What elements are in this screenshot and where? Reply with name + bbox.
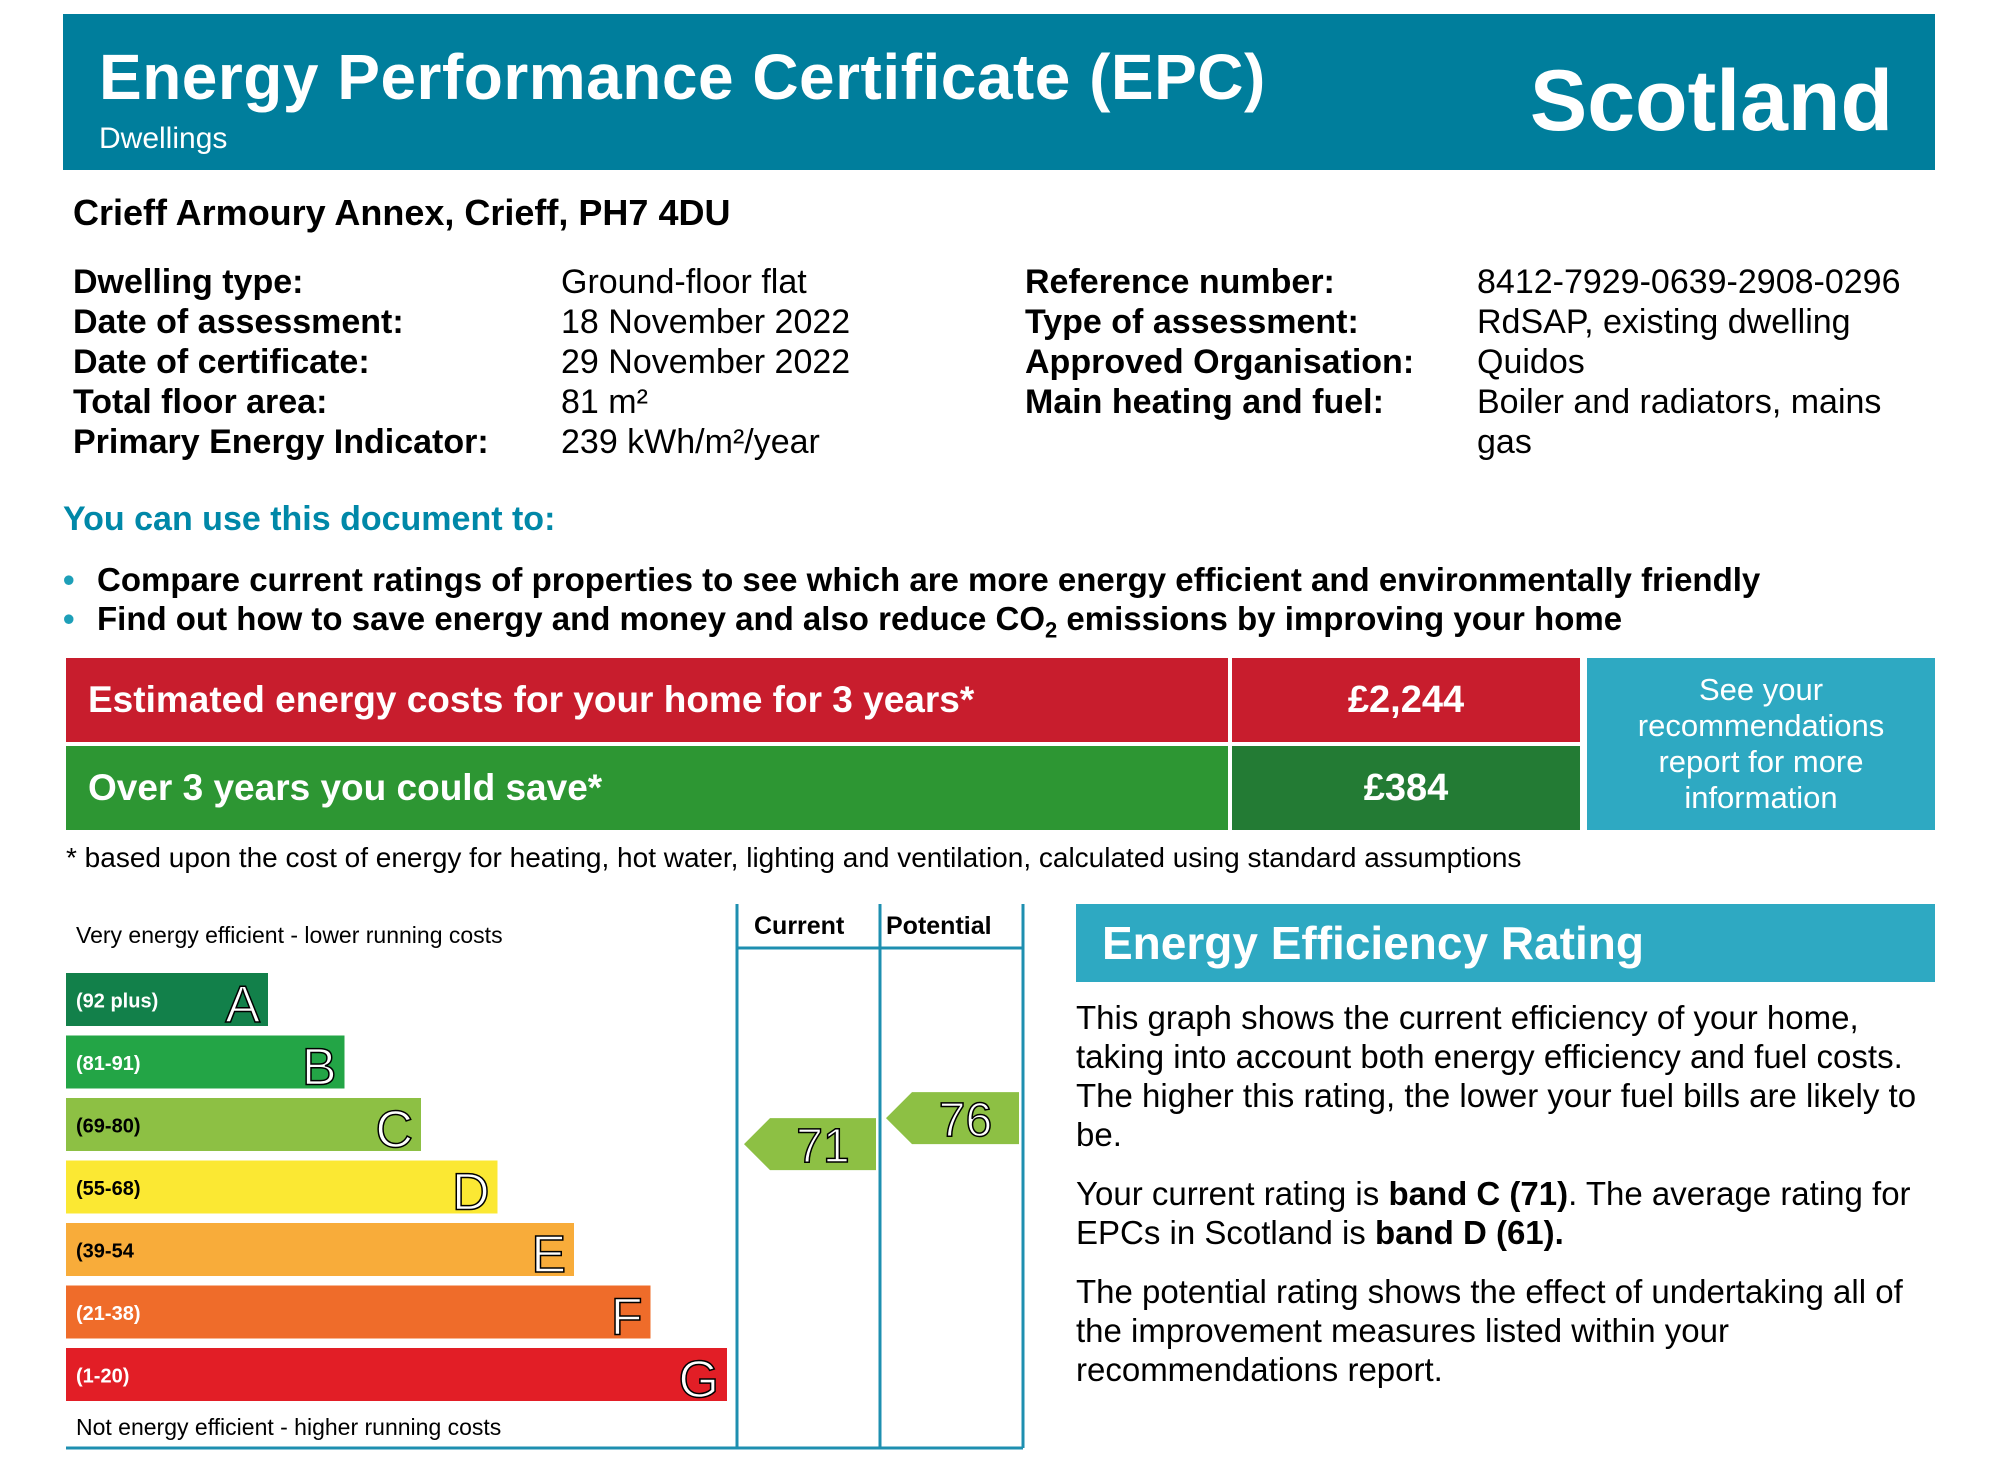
property-address: Crieff Armoury Annex, Crieff, PH7 4DU (73, 192, 731, 233)
detail-label: Dwelling type: (73, 263, 304, 301)
rating-explanation: This graph shows the current efficiency … (1076, 998, 1936, 1409)
detail-label: Total floor area: (73, 383, 328, 421)
band-letter: E (531, 1226, 566, 1284)
band-bar-e (66, 1223, 574, 1276)
band-bar-b (66, 1035, 345, 1089)
detail-row: Type of assessment: RdSAP, existing dwell… (1025, 302, 1937, 342)
header-banner: Energy Performance Certificate (EPC) Dwe… (63, 14, 1935, 170)
potential-rating-arrow (886, 1092, 1019, 1145)
rating-paragraph: The potential rating shows the effect of… (1076, 1273, 1903, 1388)
band-letter: B (302, 1039, 337, 1097)
detail-value: 81 m² (561, 383, 648, 421)
bullet-text-part: emissions by improving your home (1057, 600, 1623, 637)
band-range-label: (55-68) (76, 1178, 140, 1200)
detail-label: Approved Organisation: (1025, 343, 1415, 381)
detail-row: Date of certificate: 29 November 2022 (73, 342, 850, 382)
detail-row: Reference number: 8412-7929-0639-2908-029… (1025, 262, 1937, 302)
detail-label: Reference number: (1025, 263, 1335, 301)
current-rating-score: 71 (796, 1120, 849, 1173)
detail-value: 29 November 2022 (561, 343, 851, 381)
detail-row: Date of assessment: 18 November 2022 (73, 302, 850, 342)
detail-label: Main heating and fuel: (1025, 383, 1384, 421)
detail-label: Date of assessment: (73, 303, 404, 341)
band-bar-c (66, 1098, 421, 1151)
page-title: Energy Performance Certificate (EPC) (99, 41, 1266, 113)
detail-label: Primary Energy Indicator: (73, 423, 489, 461)
band-range-label: (1-20) (76, 1366, 129, 1388)
band-range-label: (21-38) (76, 1303, 140, 1325)
estimated-costs-value: £2,244 (1232, 658, 1580, 742)
estimated-costs-row: Estimated energy costs for your home for… (66, 658, 1580, 742)
average-band-text: band D (61). (1374, 1214, 1564, 1251)
band-range-label: (39-54 (76, 1241, 135, 1263)
band-bar-g (66, 1348, 727, 1401)
bullet-item: • Find out how to save energy and money a… (63, 599, 1760, 650)
bullet-text: Compare current ratings of properties to… (97, 561, 1761, 598)
detail-value: Quidos (1477, 343, 1585, 381)
detail-row: Dwelling type: Ground-floor flat (73, 262, 850, 302)
band-letter: F (611, 1289, 643, 1347)
detail-value: 239 kWh/m²/year (561, 423, 820, 461)
rating-paragraph: This graph shows the current efficiency … (1076, 999, 1917, 1153)
band-bar-f (66, 1285, 651, 1339)
band-range-label: (81-91) (76, 1053, 140, 1075)
detail-label: Type of assessment: (1025, 303, 1359, 341)
savings-value: £384 (1232, 746, 1580, 830)
rating-paragraph: Your current rating is band C (71). The … (1076, 1174, 1936, 1252)
bullet-item: • Compare current ratings of properties t… (63, 560, 1760, 599)
band-letter: G (679, 1351, 719, 1409)
band-range-label: (92 plus) (76, 991, 158, 1013)
current-rating-arrow (744, 1118, 876, 1171)
details-left: Dwelling type: Ground-floor flat Date of … (73, 262, 850, 462)
bullet-icon: • (63, 561, 75, 598)
bullet-text-part: Find out how to save energy and money an… (97, 600, 1046, 637)
use-heading: You can use this document to: (63, 500, 556, 538)
savings-row: Over 3 years you could save* £384 (66, 746, 1580, 830)
detail-row: Primary Energy Indicator: 239 kWh/m²/year (73, 422, 850, 462)
band-bar-a (66, 973, 268, 1026)
use-bullets: • Compare current ratings of properties t… (63, 560, 1760, 650)
band-bar-d (66, 1160, 498, 1214)
potential-rating-score: 76 (939, 1094, 992, 1147)
country-label: Scotland (1529, 53, 1893, 149)
detail-value: Ground-floor flat (561, 263, 807, 301)
bullet-text: Find out how to save energy and money an… (97, 599, 1622, 650)
current-column-header: Current (754, 912, 845, 940)
detail-row: Total floor area: 81 m² (73, 382, 850, 422)
potential-column-header: Potential (886, 912, 992, 940)
recommendations-note: See your recommendations report for more… (1587, 658, 1935, 830)
savings-label: Over 3 years you could save* (66, 746, 1228, 830)
detail-row: Main heating and fuel: Boiler and radiato… (1025, 382, 1937, 462)
detail-row: Approved Organisation: Quidos (1025, 342, 1937, 382)
rating-text-part: . The average rating for EPCs in Scotlan… (1076, 1175, 1911, 1251)
rating-text-part: Your current rating is (1076, 1175, 1389, 1212)
chart-bottom-label: Not energy efficient - higher running co… (76, 1414, 502, 1440)
band-letter: A (225, 976, 260, 1034)
detail-value: 8412-7929-0639-2908-0296 (1477, 263, 1901, 301)
details-right: Reference number: 8412-7929-0639-2908-029… (1025, 262, 1937, 462)
detail-value: 18 November 2022 (561, 303, 851, 341)
band-letter: D (452, 1164, 490, 1222)
band-letter: C (375, 1101, 413, 1159)
estimated-costs-label: Estimated energy costs for your home for… (66, 658, 1228, 742)
detail-label: Date of certificate: (73, 343, 370, 381)
bullet-icon: • (63, 600, 75, 637)
rating-heading: Energy Efficiency Rating (1076, 904, 1935, 982)
detail-value: RdSAP, existing dwelling (1477, 303, 1851, 341)
band-range-label: (69-80) (76, 1116, 140, 1138)
co2-subscript: 2 (1045, 617, 1058, 643)
cost-footnote: * based upon the cost of energy for heat… (66, 842, 1522, 873)
current-band-text: band C (71) (1388, 1175, 1569, 1212)
page-subtitle: Dwellings (99, 122, 228, 155)
chart-top-label: Very energy efficient - lower running co… (76, 922, 503, 948)
detail-value: Boiler and radiators, mains gas (1477, 383, 1882, 461)
